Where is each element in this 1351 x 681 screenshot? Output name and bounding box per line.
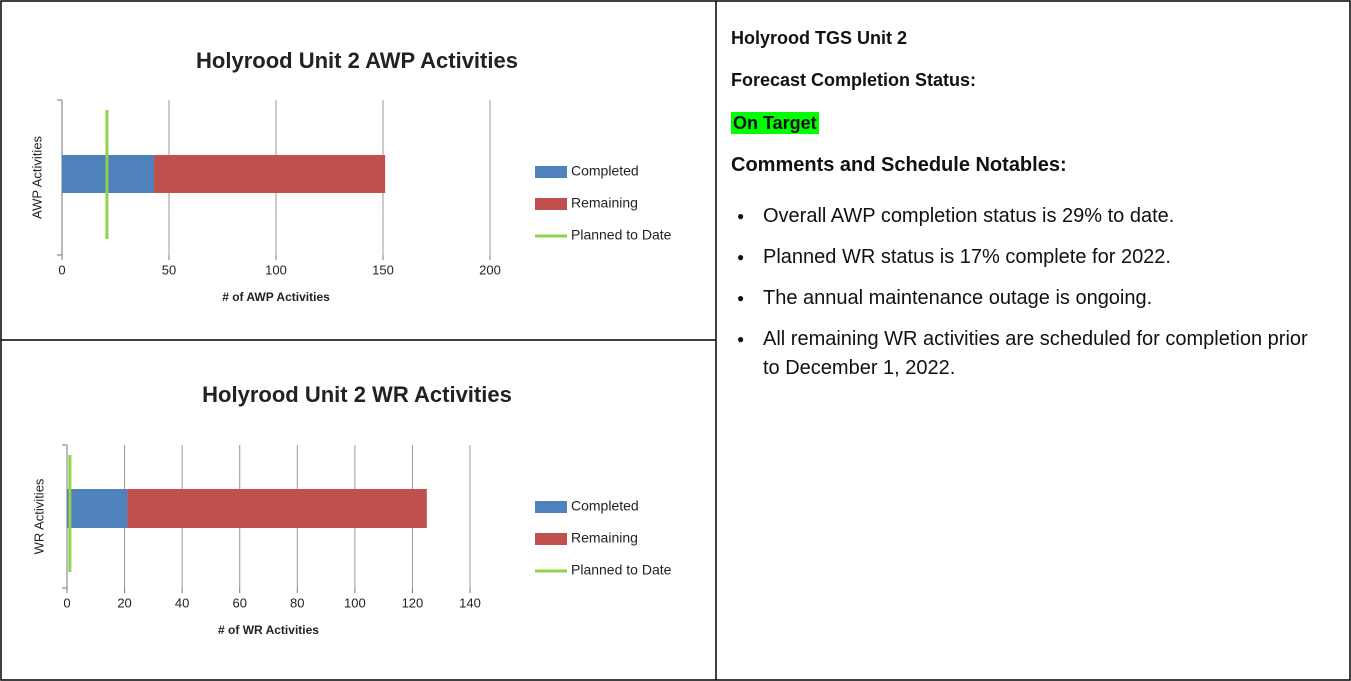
x-axis-label: # of AWP Activities [222,290,330,304]
x-tick-label: 140 [459,595,481,610]
x-tick-label: 100 [265,262,287,277]
comments-heading: Comments and Schedule Notables: [731,154,1067,176]
x-tick-label: 0 [63,595,70,610]
legend-swatch [535,198,567,210]
x-tick-label: 20 [117,595,131,610]
x-tick-label: 100 [344,595,366,610]
x-tick-label: 80 [290,595,304,610]
chart-title: Holyrood Unit 2 AWP Activities [196,48,518,73]
legend-swatch [535,166,567,178]
x-tick-label: 50 [162,262,176,277]
status-label: Forecast Completion Status: [731,70,977,90]
x-tick-label: 120 [402,595,424,610]
legend-swatch [535,501,567,513]
legend-label: Planned to Date [571,227,672,243]
bar-segment [127,489,427,528]
bar-segment [154,155,386,193]
bullet: Overall AWP completion status is 29% to … [731,202,1323,231]
bar-segment [67,489,128,528]
y-axis-label: WR Activities [31,478,46,554]
panel-title: Holyrood TGS Unit 2 [731,28,908,48]
x-tick-label: 60 [232,595,246,610]
x-tick-label: 150 [372,262,394,277]
bullet: All remaining WR activities are schedule… [731,325,1323,383]
legend-label: Completed [571,163,639,179]
bullet-list: Overall AWP completion status is 29% to … [731,202,1331,383]
x-axis-label: # of WR Activities [218,623,319,637]
legend-label: Planned to Date [571,562,672,578]
bullet: Planned WR status is 17% complete for 20… [731,243,1323,272]
status: On Target [731,112,819,134]
legend-label: Completed [571,498,639,514]
legend-label: Remaining [571,530,638,546]
legend-swatch [535,533,567,545]
y-axis-label: AWP Activities [29,135,44,219]
x-tick-label: 40 [175,595,189,610]
chart-title: Holyrood Unit 2 WR Activities [202,382,512,407]
bullet: The annual maintenance outage is ongoing… [731,284,1323,313]
status-panel: Holyrood TGS Unit 2 Forecast Completion … [731,28,1331,395]
legend-label: Remaining [571,195,638,211]
x-tick-label: 0 [58,262,65,277]
x-tick-label: 200 [479,262,501,277]
